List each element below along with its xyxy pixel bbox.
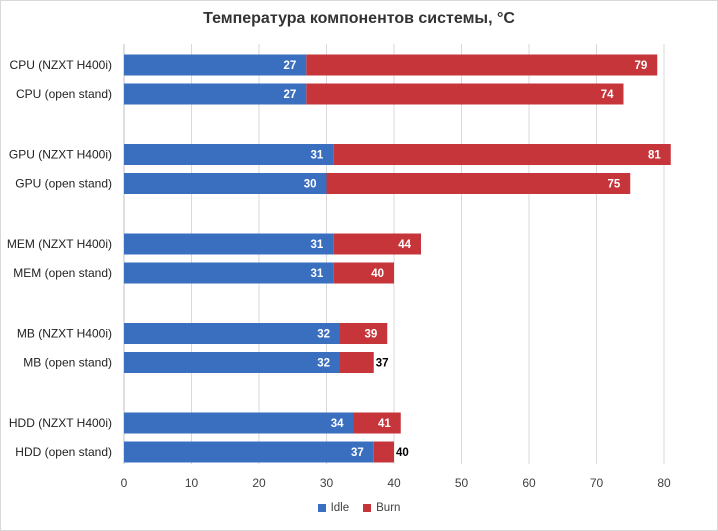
category-label: MB (NZXT H400i) — [17, 327, 112, 341]
data-label-burn: 79 — [634, 60, 647, 72]
data-label-idle: 34 — [331, 418, 344, 430]
data-label-idle: 32 — [317, 329, 330, 341]
bar-burn — [340, 323, 388, 344]
bar-idle — [124, 441, 374, 463]
data-label-burn: 40 — [396, 447, 409, 459]
category-label: GPU (open stand) — [15, 177, 112, 191]
category-label: HDD (NZXT H400i) — [9, 416, 112, 430]
data-label-idle: 27 — [283, 60, 296, 72]
legend-label-idle: Idle — [330, 502, 350, 514]
x-tick-label: 20 — [252, 476, 266, 490]
bar-burn — [326, 173, 631, 194]
category-label: MB (open stand) — [23, 356, 112, 370]
data-label-burn: 75 — [607, 179, 620, 191]
legend-swatch-idle — [317, 504, 326, 512]
data-label-idle: 31 — [310, 150, 323, 162]
chart-title: Температура компонентов системы, °C — [203, 10, 515, 27]
bar-idle — [124, 83, 307, 105]
bar-idle — [124, 233, 334, 255]
x-tick-label: 40 — [387, 476, 401, 490]
category-label: CPU (NZXT H400i) — [10, 58, 112, 72]
x-tick-label: 60 — [522, 476, 536, 490]
category-label: GPU (NZXT H400i) — [9, 148, 112, 162]
bar-burn — [353, 412, 401, 434]
x-tick-label: 70 — [590, 476, 604, 490]
category-label: HDD (open stand) — [15, 445, 112, 459]
bar-burn — [333, 144, 671, 165]
data-label-idle: 30 — [304, 179, 317, 191]
legend-swatch-burn — [363, 504, 372, 512]
category-label: MEM (NZXT H400i) — [7, 237, 112, 251]
data-label-burn: 41 — [378, 418, 391, 430]
bar-idle — [124, 262, 334, 284]
bar-burn — [333, 262, 394, 284]
bar-idle — [124, 323, 340, 344]
data-label-burn: 81 — [648, 150, 661, 162]
bar-idle — [124, 54, 307, 76]
bar-idle — [124, 144, 334, 165]
data-label-burn: 74 — [601, 89, 614, 101]
category-label: CPU (open stand) — [16, 87, 112, 101]
bar-idle — [124, 412, 354, 434]
legend-item-burn: Burn — [363, 502, 400, 514]
data-label-idle: 31 — [310, 268, 323, 280]
data-label-idle: 32 — [317, 358, 330, 370]
legend-label-burn: Burn — [376, 502, 401, 514]
data-label-idle: 31 — [310, 239, 323, 251]
legend: Idle Burn — [0, 502, 718, 514]
bar-burn — [333, 233, 421, 255]
bar-burn — [306, 54, 658, 76]
x-tick-label: 30 — [320, 476, 334, 490]
legend-item-idle: Idle — [317, 502, 350, 514]
data-label-idle: 27 — [283, 89, 296, 101]
x-tick-label: 10 — [185, 476, 199, 490]
bar-burn — [340, 352, 374, 373]
bar-idle — [124, 352, 340, 373]
data-label-burn: 37 — [376, 358, 389, 370]
x-tick-label: 0 — [121, 476, 128, 490]
bar-idle — [124, 173, 327, 194]
data-label-burn: 39 — [364, 329, 377, 341]
bar-burn — [306, 83, 624, 105]
data-label-idle: 37 — [351, 447, 364, 459]
data-label-burn: 40 — [371, 268, 384, 280]
category-label: MEM (open stand) — [13, 266, 112, 280]
bar-burn — [373, 441, 394, 463]
data-label-burn: 44 — [398, 239, 411, 251]
x-tick-label: 50 — [455, 476, 469, 490]
x-tick-label: 80 — [657, 476, 671, 490]
